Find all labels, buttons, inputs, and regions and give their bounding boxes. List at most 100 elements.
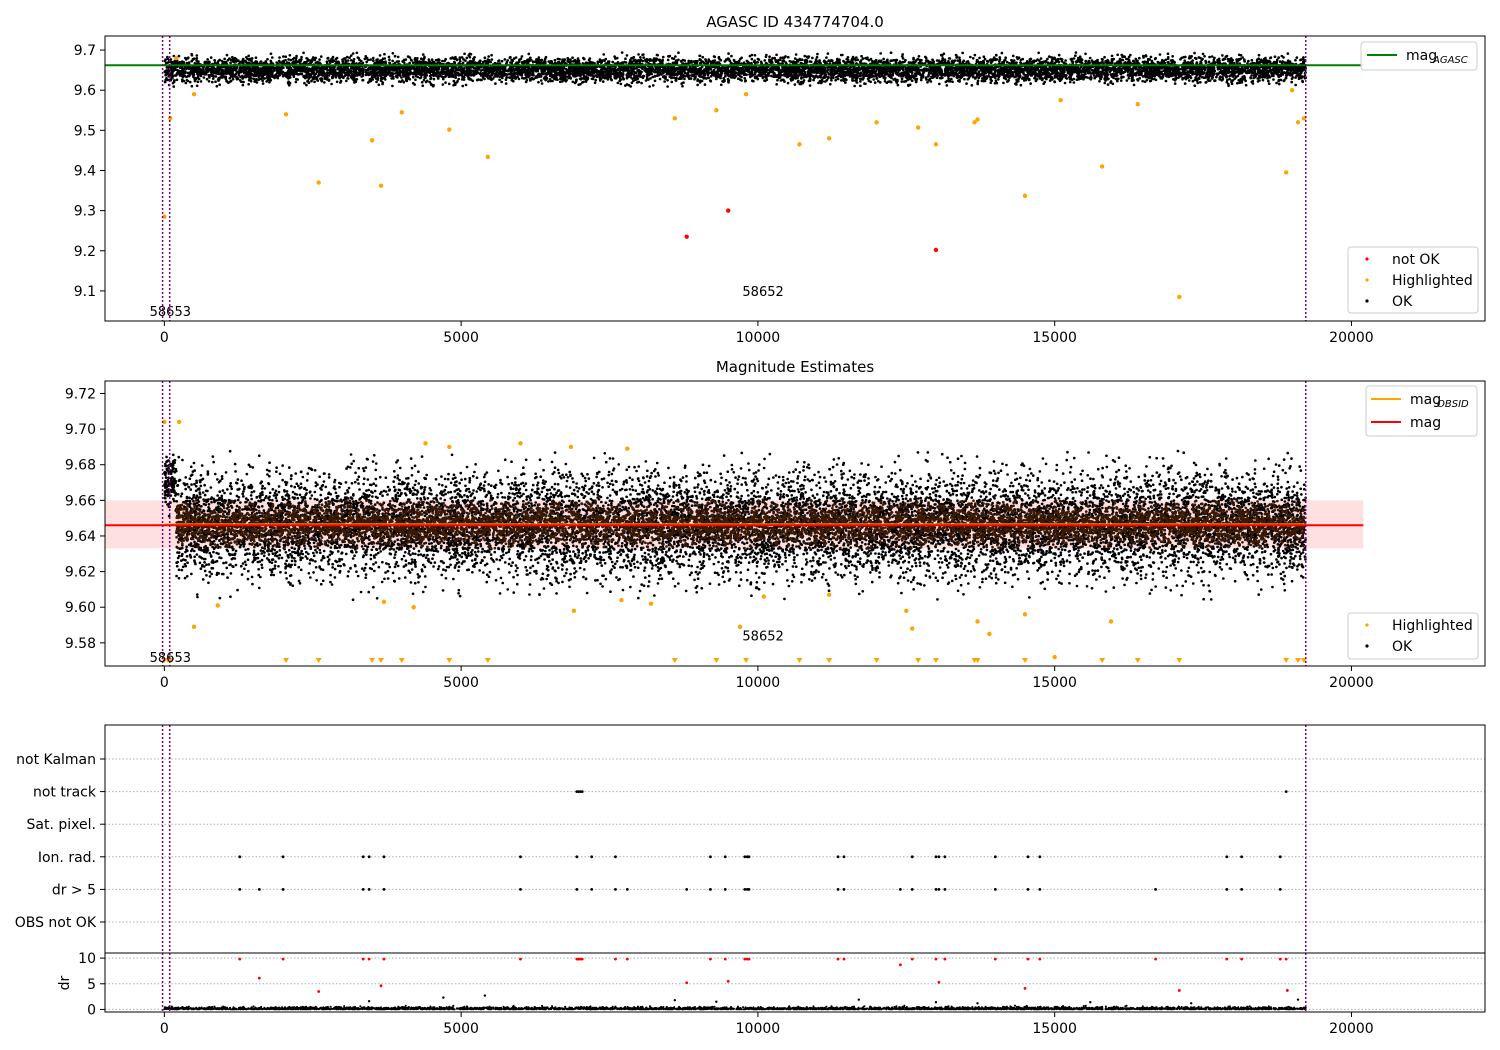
x-tick-label: 0 [160, 675, 169, 691]
x-tick-label: 20000 [1329, 330, 1374, 346]
point-highlighted-4 [518, 441, 523, 446]
flag-label-1: not track [33, 785, 97, 801]
dr-outlier-point [993, 957, 997, 961]
flag-point [361, 855, 365, 859]
dr-y-tick-label: 10 [78, 951, 96, 967]
legend-label-mag-obsid: mag [1410, 392, 1441, 408]
point-highlighted-15 [910, 626, 915, 631]
ok-points [163, 51, 1308, 88]
x-tick-label: 5000 [443, 330, 479, 346]
flag-point [709, 888, 712, 891]
flag-point [614, 855, 617, 859]
dr-outlier-point [257, 976, 261, 980]
point-highlighted-21 [1022, 193, 1028, 198]
dr-outlier-point [1278, 957, 1282, 961]
point-highlighted-20 [975, 117, 980, 122]
flag-point [575, 888, 579, 891]
legend-swatch-not-ok [1365, 257, 1369, 261]
y-tick-label: 9.62 [65, 565, 96, 581]
y-tick-label: 9.60 [65, 600, 96, 616]
legend-swatch-highlighted-2 [1365, 623, 1369, 627]
dr-outlier-point [943, 957, 947, 961]
legend-label-ok-2: OK [1392, 639, 1413, 655]
dr-outlier-point [1154, 957, 1157, 961]
point-highlighted-1 [176, 419, 182, 425]
flags-and-dr-panel: not Kalman not track Sat. pixel. Ion. rad. d… [15, 724, 1486, 1037]
lower-limit-marker-26 [1300, 658, 1307, 663]
point-highlighted-17 [987, 631, 992, 637]
flag-point [1240, 888, 1244, 891]
flag-point [910, 855, 914, 859]
dr-axis-label: dr [57, 975, 73, 990]
flag-point [934, 855, 938, 859]
dr-outlier-point [898, 963, 902, 967]
flag-point [943, 888, 947, 891]
dr-point [673, 999, 677, 1002]
point-highlighted-8 [215, 603, 220, 608]
lower-limit-marker-9 [484, 658, 491, 663]
legend-subscript-agasc: AGASC [1432, 55, 1468, 66]
flag-point [257, 888, 261, 891]
point-highlighted-16 [874, 120, 879, 125]
flag-point [281, 888, 285, 891]
dr-outlier-point [726, 979, 730, 983]
point-highlighted-22 [1058, 98, 1063, 103]
point-highlighted-5 [316, 180, 321, 185]
flag-point [382, 888, 386, 891]
x-tick-label: 0 [160, 330, 169, 346]
y-tick-label: 9.5 [74, 123, 96, 139]
point-highlighted-21 [826, 592, 832, 597]
point-highlighted-14 [904, 608, 909, 613]
flag-point [361, 888, 365, 891]
dr-outlier-point [709, 957, 712, 961]
legend-lines-estimates: mag OBSID mag [1365, 385, 1478, 437]
legend-label-mag: mag [1410, 415, 1441, 431]
dr-outlier-point [281, 957, 285, 961]
flag-point [575, 855, 579, 859]
point-highlighted-18 [1052, 654, 1057, 660]
point-highlighted-10 [571, 608, 577, 613]
point-highlighted-18 [933, 142, 939, 147]
flag-point [1284, 790, 1288, 793]
flag-point [747, 855, 751, 859]
flag-label-2: Sat. pixel. [27, 817, 96, 833]
point-highlighted-3 [447, 444, 452, 450]
legend-lines-agasc: mag AGASC [1360, 41, 1478, 71]
lower-limit-marker-5 [369, 658, 376, 663]
flag-label-3: Ion. rad. [38, 850, 96, 866]
lower-limit-marker-12 [743, 658, 750, 663]
x-tick-label: 20000 [1329, 675, 1374, 691]
flag-label-0: not Kalman [16, 752, 96, 768]
legend-swatch-ok-2 [1365, 644, 1369, 648]
point-highlighted-11 [672, 116, 678, 121]
flag-point [747, 888, 751, 891]
flag-point [842, 855, 846, 859]
point-highlighted-22 [761, 594, 767, 599]
x-tick-label: 0 [160, 1021, 169, 1037]
y-tick-label: 9.4 [74, 163, 96, 179]
lower-limit-marker-14 [826, 658, 833, 663]
point-highlighted-6 [625, 446, 630, 451]
dr-outlier-point [934, 957, 938, 961]
dr-outlier-point [685, 981, 689, 985]
flag-point [1225, 888, 1229, 891]
point-highlighted-17 [915, 125, 921, 130]
plot-frame-agasc [104, 35, 1486, 322]
dr-outlier-point [625, 957, 629, 961]
dr-point [367, 1000, 371, 1003]
y-tick-label: 9.66 [65, 493, 96, 509]
x-tick-label: 5000 [443, 1021, 479, 1037]
point-highlighted-15 [826, 136, 832, 141]
lower-limit-marker-13 [796, 658, 803, 663]
flag-point [723, 888, 727, 891]
legend-label-highlighted: Highlighted [1392, 273, 1473, 289]
y-tick-label: 9.1 [74, 284, 96, 300]
dr-outlier-point [1177, 989, 1181, 992]
dr-outlier-point [361, 957, 365, 961]
flag-point [836, 888, 840, 891]
dr-baseline-points [163, 1004, 1307, 1011]
point-highlighted-13 [743, 92, 749, 97]
point-highlighted-23 [1099, 164, 1105, 169]
lower-limit-marker-22 [1134, 658, 1141, 663]
